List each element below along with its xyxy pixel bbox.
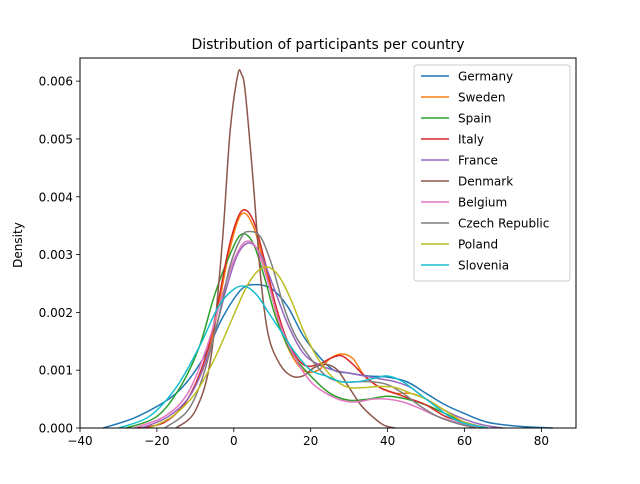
series-line-denmark xyxy=(175,69,396,429)
x-tick-label: 60 xyxy=(457,434,472,448)
y-tick-label: 0.003 xyxy=(39,248,73,262)
x-tick-label: 0 xyxy=(230,434,238,448)
x-axis: −40 −20 0 20 40 60 80 xyxy=(67,428,549,448)
legend-label: Spain xyxy=(458,112,492,126)
y-tick-label: 0.000 xyxy=(39,422,73,436)
x-tick-label: −40 xyxy=(67,434,92,448)
series-line-slovenia xyxy=(118,285,488,429)
legend-box xyxy=(413,64,571,282)
legend-label: Italy xyxy=(458,133,484,147)
y-tick-label: 0.004 xyxy=(39,190,73,204)
legend-label: Poland xyxy=(458,238,498,252)
x-tick-label: −20 xyxy=(144,434,169,448)
y-axis-label: Density xyxy=(11,222,25,268)
legend-label: France xyxy=(458,154,498,168)
legend-label: Sweden xyxy=(458,91,505,105)
chart-title: Distribution of participants per country xyxy=(191,37,464,53)
legend: Germany Sweden Spain Italy France Denmark Belg… xyxy=(413,64,571,282)
legend-label: Denmark xyxy=(458,175,513,189)
y-tick-label: 0.005 xyxy=(39,132,73,146)
legend-label: Belgium xyxy=(458,196,507,210)
y-axis: 0.000 0.001 0.002 0.003 0.004 0.005 0.006 xyxy=(39,75,80,436)
legend-label: Slovenia xyxy=(458,259,509,273)
legend-label: Germany xyxy=(458,70,513,84)
x-tick-label: 40 xyxy=(380,434,395,448)
plot-frame xyxy=(79,57,577,429)
series-line-poland xyxy=(148,266,488,429)
x-tick-label: 20 xyxy=(303,434,318,448)
legend-label: Czech Republic xyxy=(458,217,549,231)
series-line-belgium xyxy=(133,240,481,429)
y-tick-label: 0.002 xyxy=(39,306,73,320)
series-line-czech-republic xyxy=(164,230,477,429)
series-layer xyxy=(102,69,553,429)
x-tick-label: 80 xyxy=(534,434,549,448)
y-tick-label: 0.006 xyxy=(39,75,73,89)
y-tick-label: 0.001 xyxy=(39,364,73,378)
